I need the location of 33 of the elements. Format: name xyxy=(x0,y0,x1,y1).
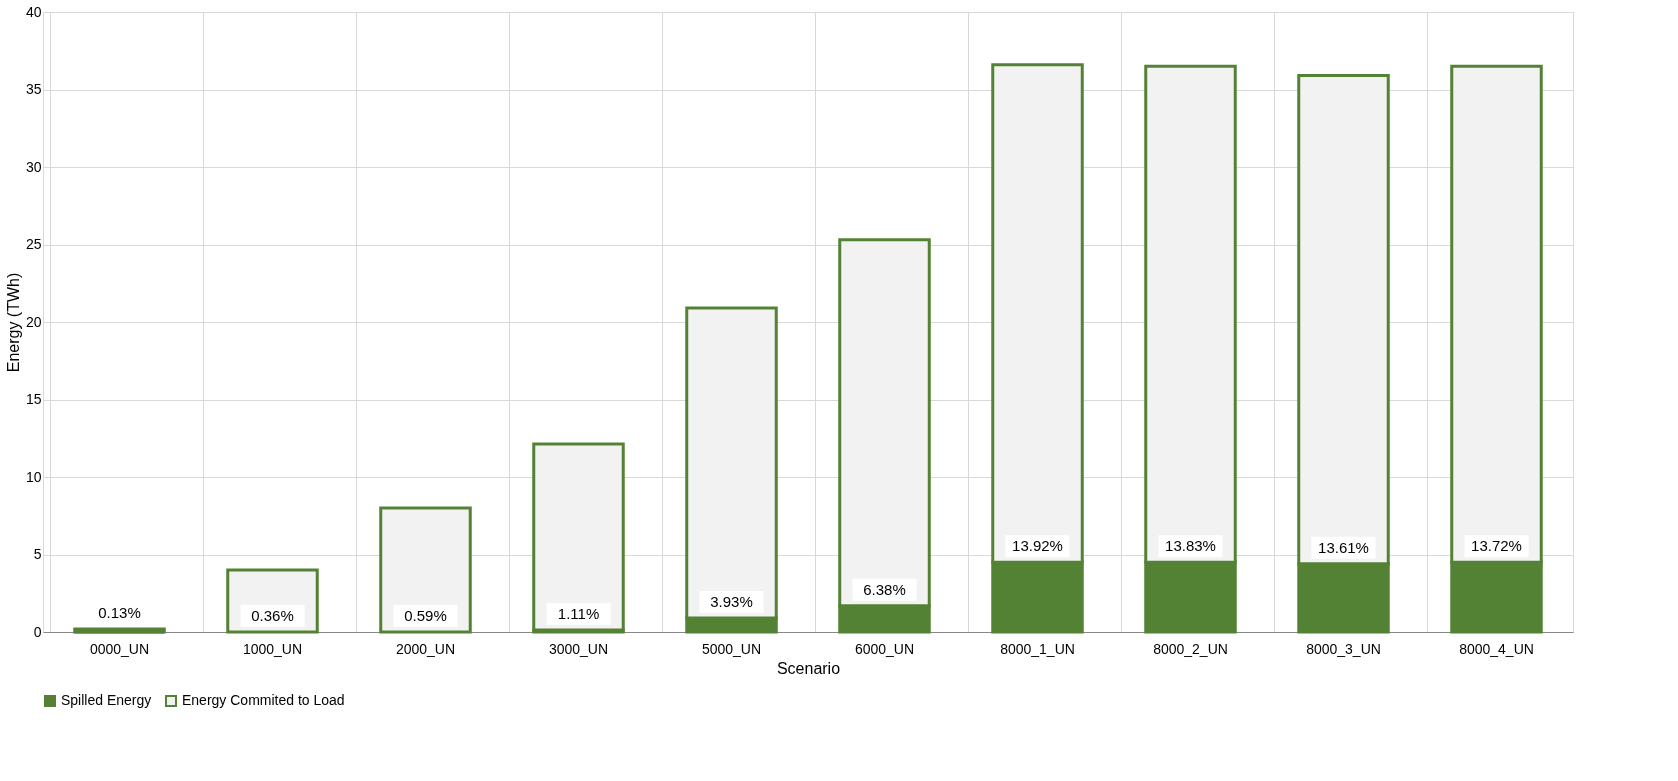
annotation: 3.93% xyxy=(710,593,753,611)
legend-label: Energy Commited to Load xyxy=(182,692,345,708)
x-tick-label: 3000_UN xyxy=(548,640,609,657)
y-tick-label: 35 xyxy=(25,81,42,97)
legend-label: Spilled Energy xyxy=(61,692,152,708)
x-tick-label: 0000_UN xyxy=(89,640,150,657)
y-tick-label: 30 xyxy=(25,158,42,175)
annotation: 13.83% xyxy=(1165,537,1216,555)
y-tick-label: 20 xyxy=(25,313,42,330)
x-tick-label: 8000_2_UN xyxy=(1153,640,1228,657)
annotation: 13.72% xyxy=(1471,537,1522,555)
y-tick-label: 10 xyxy=(25,468,42,485)
y-tick-label: 15 xyxy=(25,391,42,407)
annotation: 6.38% xyxy=(863,580,906,598)
x-axis-title: Scenario xyxy=(776,659,841,677)
y-tick-label: 5 xyxy=(33,546,42,562)
x-tick-label: 2000_UN xyxy=(395,640,456,657)
annotation: 0.13% xyxy=(98,603,141,621)
annotation: 13.61% xyxy=(1318,538,1369,556)
x-tick-label: 6000_UN xyxy=(854,640,915,657)
x-tick-label: 8000_3_UN xyxy=(1306,640,1381,657)
x-tick-label: 8000_4_UN xyxy=(1459,640,1534,657)
x-tick-label: 8000_1_UN xyxy=(1000,640,1075,657)
x-tick-label: 1000_UN xyxy=(242,640,303,657)
annotation: 0.36% xyxy=(251,607,294,624)
y-tick-label: 0 xyxy=(33,623,42,640)
y-tick-label: 40 xyxy=(25,3,42,20)
annotation: 1.11% xyxy=(557,604,600,622)
y-axis-title: Energy (TWh) xyxy=(4,272,22,373)
annotation: 0.59% xyxy=(404,607,447,624)
annotation: 13.92% xyxy=(1012,537,1063,555)
x-tick-label: 5000_UN xyxy=(701,640,762,657)
y-tick-label: 25 xyxy=(25,236,42,252)
